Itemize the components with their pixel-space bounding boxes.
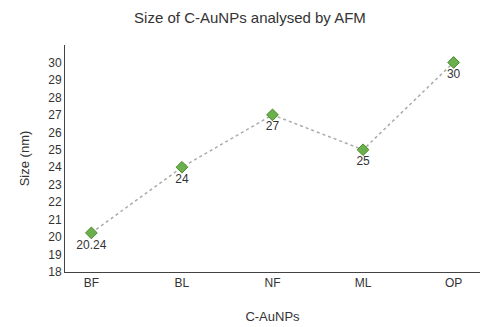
svg-text:29: 29 [48,73,62,87]
svg-text:20.24: 20.24 [76,238,106,252]
svg-text:30: 30 [48,56,62,70]
svg-text:19: 19 [48,248,62,262]
svg-text:27: 27 [48,108,62,122]
svg-text:27: 27 [266,119,280,133]
svg-text:26: 26 [48,126,62,140]
svg-text:23: 23 [48,178,62,192]
svg-text:25: 25 [356,154,370,168]
svg-text:30: 30 [447,67,461,81]
svg-text:BL: BL [175,276,190,290]
svg-text:28: 28 [48,91,62,105]
svg-text:24: 24 [175,172,189,186]
svg-text:Size (nm): Size (nm) [17,131,32,187]
svg-text:21: 21 [48,213,62,227]
svg-text:ML: ML [355,276,372,290]
svg-text:18: 18 [48,265,62,279]
svg-text:OP: OP [445,276,462,290]
svg-text:NF: NF [265,276,281,290]
svg-text:25: 25 [48,143,62,157]
svg-text:Size of C-AuNPs analysed by AF: Size of C-AuNPs analysed by AFM [134,9,366,26]
svg-text:24: 24 [48,160,62,174]
svg-text:20: 20 [48,230,62,244]
svg-text:C-AuNPs: C-AuNPs [245,309,300,324]
svg-text:22: 22 [48,195,62,209]
svg-text:BF: BF [84,276,99,290]
